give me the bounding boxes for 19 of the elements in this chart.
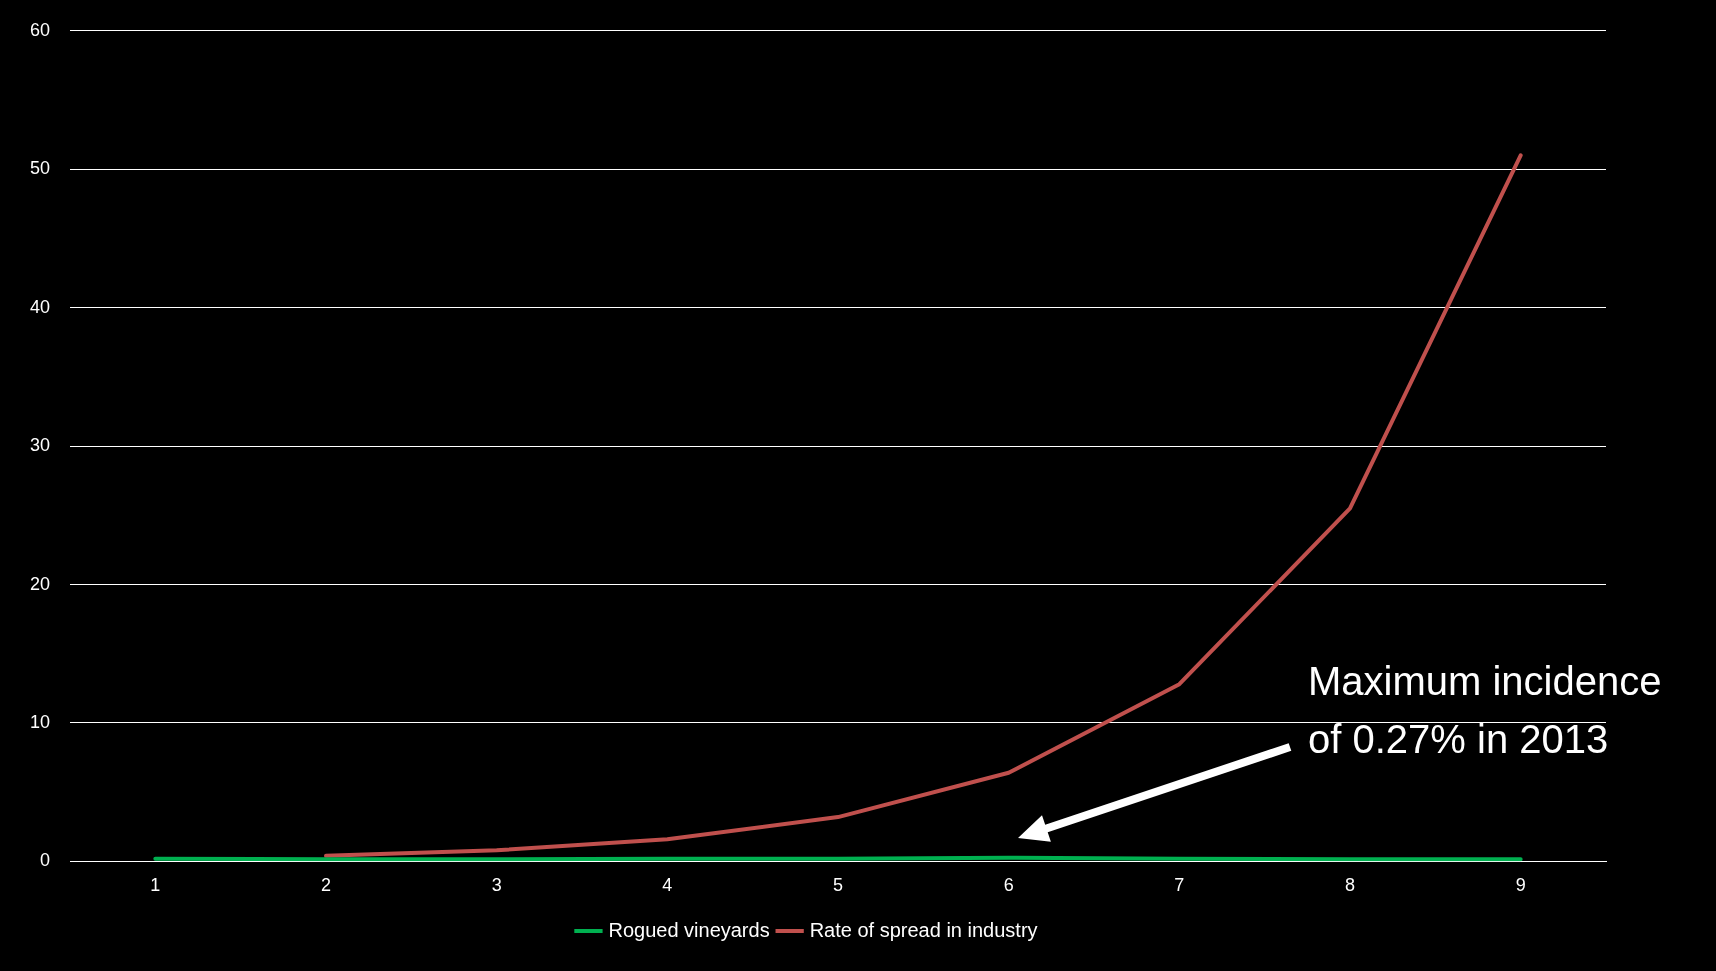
x-tick-label: 7 [1174, 875, 1185, 896]
legend-label: Rogued vineyards [608, 918, 770, 941]
x-tick-label: 6 [1003, 875, 1014, 896]
y-tick-label: 30 [29, 435, 51, 456]
x-tick-label: 4 [662, 875, 673, 896]
y-tick-label: 20 [29, 573, 51, 594]
legend-label: Rate of spread in industry [809, 918, 1038, 941]
x-tick-label: 9 [1515, 875, 1526, 896]
x-tick-label: 2 [321, 875, 332, 896]
y-tick-label: 40 [29, 296, 51, 317]
y-tick-label: 10 [29, 711, 51, 732]
annotation: Maximum incidence of 0.27% in 2013 [1308, 659, 1662, 761]
x-tick-label: 1 [150, 875, 161, 896]
y-tick-label: 60 [29, 19, 51, 40]
y-tick-label: 50 [29, 158, 51, 179]
x-tick-label: 8 [1345, 875, 1356, 896]
x-tick-label: 3 [491, 875, 502, 896]
x-tick-label: 5 [833, 875, 844, 896]
y-tick-label: 0 [40, 850, 51, 871]
